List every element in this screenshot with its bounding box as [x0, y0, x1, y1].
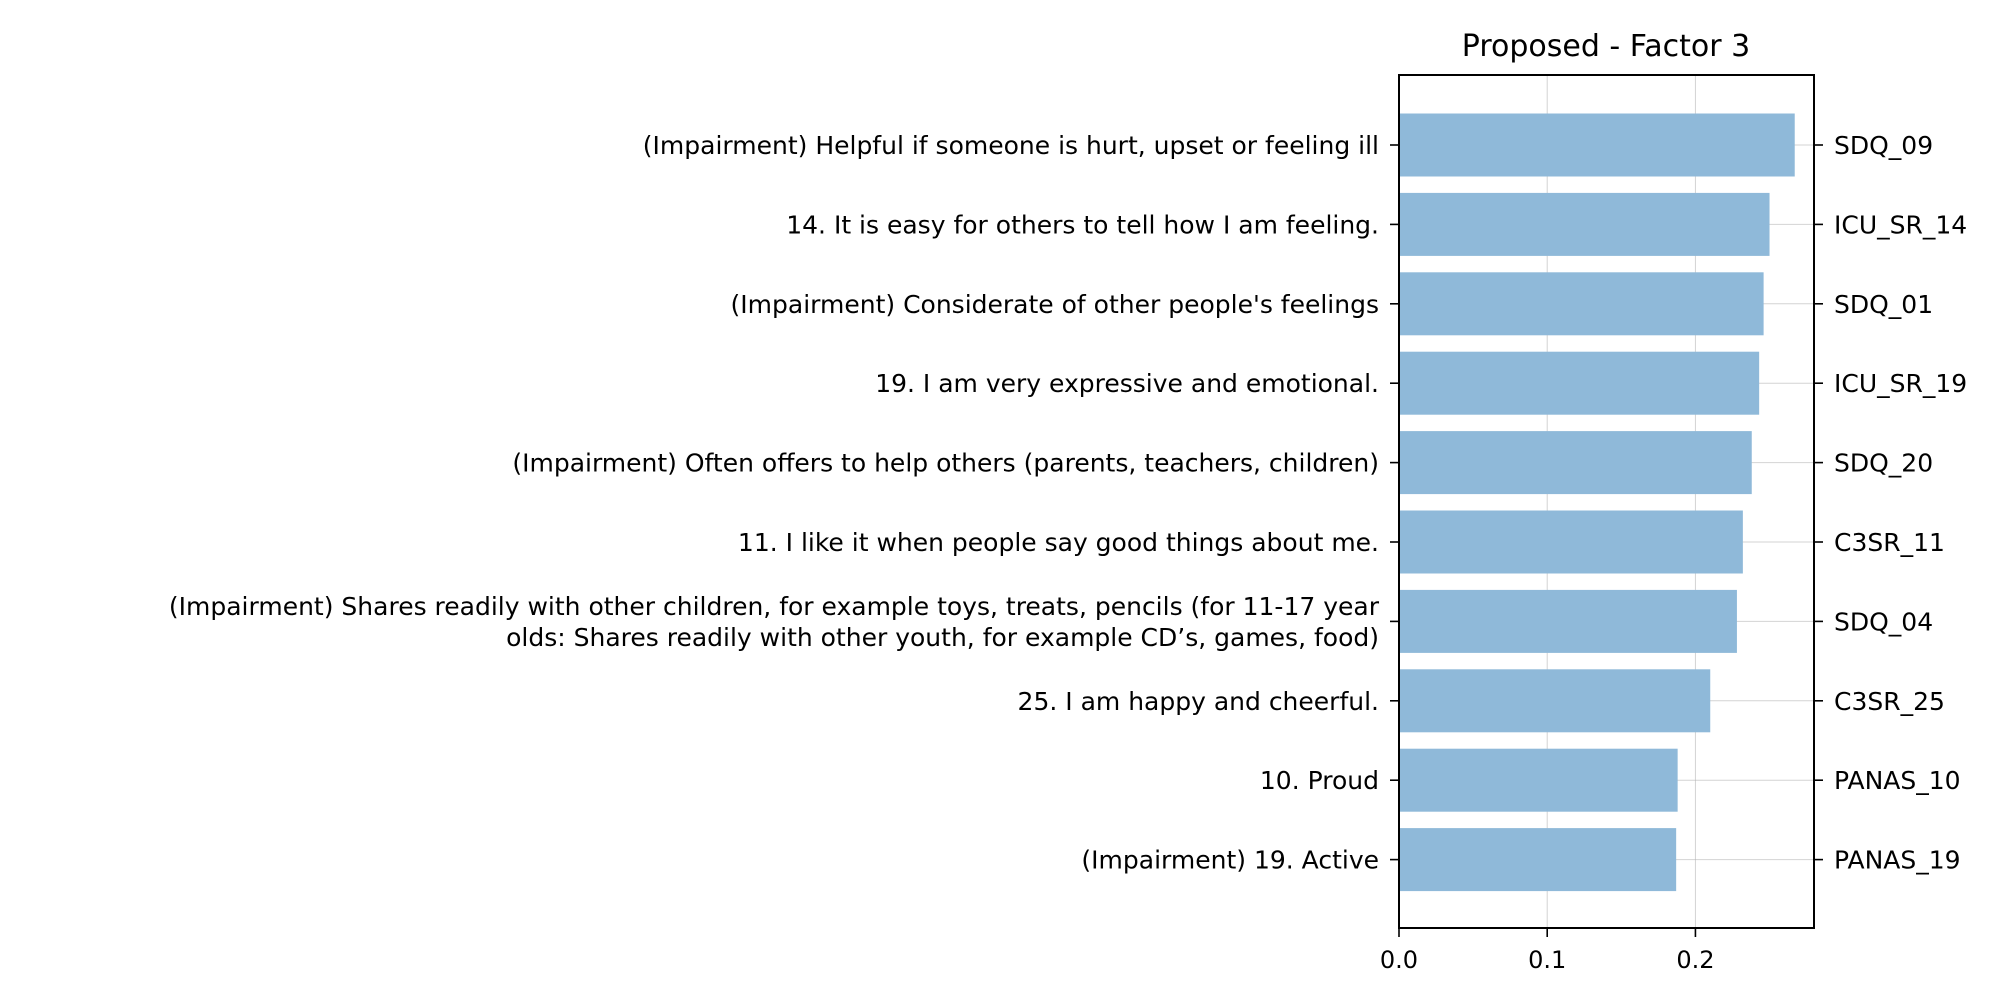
bar	[1399, 510, 1743, 574]
chart-title: Proposed - Factor 3	[1462, 29, 1750, 64]
bar-label: (Impairment) Considerate of other people…	[731, 290, 1379, 319]
bar-code-label: SDQ_09	[1834, 131, 1933, 160]
bar	[1399, 431, 1752, 495]
bar	[1399, 669, 1711, 733]
bar-code-label: SDQ_20	[1834, 449, 1933, 478]
bar-label: 19. I am very expressive and emotional.	[875, 369, 1379, 398]
bar-label: 11. I like it when people say good thing…	[738, 528, 1379, 557]
x-tick-label: 0.1	[1528, 946, 1566, 974]
x-tick-label: 0.2	[1676, 946, 1714, 974]
bar-label: olds: Shares readily with other youth, f…	[506, 623, 1379, 652]
bar-code-label: PANAS_10	[1834, 766, 1961, 795]
bar-code-label: SDQ_04	[1834, 607, 1933, 636]
bar-label: (Impairment) Often offers to help others…	[512, 449, 1379, 478]
bar-code-label: C3SR_25	[1834, 687, 1945, 716]
bar-label: 14. It is easy for others to tell how I …	[786, 210, 1379, 239]
bar-layer	[1399, 113, 1795, 892]
bar	[1399, 748, 1678, 812]
bar-label: 25. I am happy and cheerful.	[1018, 687, 1379, 716]
bar	[1399, 192, 1770, 256]
bar	[1399, 351, 1760, 415]
bar-label: (Impairment) 19. Active	[1081, 846, 1379, 875]
bar	[1399, 828, 1677, 892]
bar-code-label: ICU_SR_14	[1834, 210, 1967, 239]
bar-code-label: PANAS_19	[1834, 846, 1961, 875]
bar	[1399, 113, 1795, 177]
bar-code-label: ICU_SR_19	[1834, 369, 1967, 398]
label-layer: (Impairment) Helpful if someone is hurt,…	[169, 131, 1967, 875]
bar	[1399, 272, 1764, 336]
x-tick-label: 0.0	[1380, 946, 1418, 974]
bar-label: (Impairment) Shares readily with other c…	[169, 592, 1380, 621]
bar-label: 10. Proud	[1260, 766, 1379, 795]
bar	[1399, 589, 1737, 653]
bar-label: (Impairment) Helpful if someone is hurt,…	[643, 131, 1379, 160]
bar-code-label: C3SR_11	[1834, 528, 1945, 557]
bar-code-label: SDQ_01	[1834, 290, 1933, 319]
tick-layer: 0.0 0.1 0.2	[1380, 144, 1823, 974]
plot-frame	[1398, 74, 1815, 929]
